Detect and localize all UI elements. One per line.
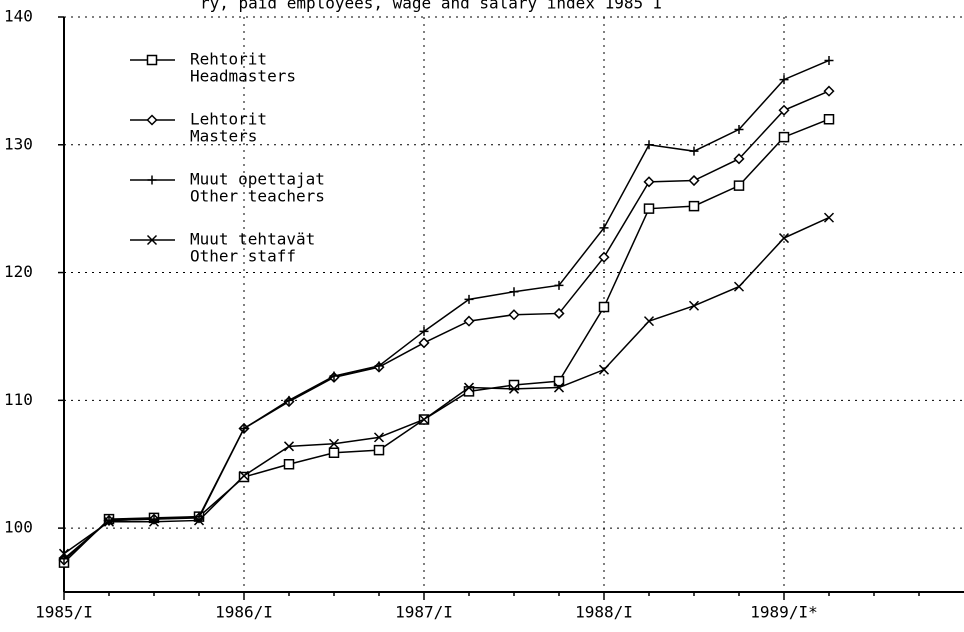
marker bbox=[508, 309, 520, 321]
marker bbox=[418, 337, 430, 349]
marker bbox=[824, 55, 834, 65]
marker bbox=[146, 114, 158, 126]
series-line bbox=[63, 90, 830, 561]
marker bbox=[329, 371, 339, 381]
marker bbox=[689, 146, 699, 156]
marker bbox=[598, 301, 610, 313]
marker bbox=[374, 361, 384, 371]
marker bbox=[283, 458, 295, 470]
marker bbox=[823, 85, 835, 97]
marker bbox=[778, 104, 790, 116]
marker bbox=[778, 233, 790, 244]
marker bbox=[779, 75, 789, 85]
marker bbox=[146, 234, 158, 246]
legend-label: Rehtorit bbox=[190, 50, 267, 69]
marker bbox=[509, 287, 519, 297]
x-tick-label: 1986/I bbox=[215, 603, 273, 622]
marker bbox=[328, 438, 340, 449]
marker bbox=[238, 470, 250, 481]
chart-title: ry, paid employees, wage and salary inde… bbox=[200, 0, 662, 13]
marker bbox=[104, 515, 114, 525]
marker bbox=[643, 203, 655, 214]
marker bbox=[59, 554, 69, 564]
marker bbox=[146, 54, 158, 66]
marker bbox=[688, 200, 700, 212]
y-tick-label: 120 bbox=[4, 262, 33, 281]
legend-label: Other teachers bbox=[190, 187, 325, 206]
marker bbox=[148, 516, 160, 527]
x-tick-label: 1989/I* bbox=[750, 603, 817, 622]
y-tick-label: 130 bbox=[4, 134, 33, 153]
legend-label: Masters bbox=[190, 127, 257, 146]
marker bbox=[553, 382, 565, 393]
marker bbox=[733, 281, 745, 292]
y-tick-label: 100 bbox=[4, 518, 33, 537]
marker bbox=[328, 447, 340, 458]
legend-label: Muut opettajat bbox=[190, 170, 325, 189]
marker bbox=[419, 326, 429, 336]
legend-label: Headmasters bbox=[190, 67, 296, 86]
marker bbox=[553, 307, 565, 320]
series-line bbox=[63, 118, 830, 564]
marker bbox=[239, 423, 249, 433]
marker bbox=[418, 414, 430, 425]
marker bbox=[58, 548, 70, 559]
marker bbox=[778, 131, 790, 143]
marker bbox=[734, 124, 744, 134]
marker bbox=[103, 516, 115, 527]
legend-label: Muut tehtavät bbox=[190, 230, 315, 249]
marker bbox=[283, 441, 295, 452]
marker bbox=[823, 113, 835, 125]
marker bbox=[688, 174, 700, 187]
marker bbox=[598, 364, 610, 375]
x-tick-label: 1987/I bbox=[395, 603, 453, 622]
marker bbox=[823, 212, 835, 223]
y-tick-label: 110 bbox=[4, 390, 33, 409]
x-tick-label: 1985/I bbox=[35, 603, 93, 622]
marker bbox=[599, 223, 609, 233]
marker bbox=[508, 383, 520, 394]
y-tick-label: 140 bbox=[4, 7, 33, 26]
marker bbox=[733, 180, 745, 191]
marker bbox=[688, 300, 700, 311]
marker bbox=[643, 316, 655, 327]
marker bbox=[644, 140, 654, 150]
marker bbox=[463, 382, 475, 393]
marker bbox=[147, 175, 157, 185]
marker bbox=[598, 251, 610, 263]
marker bbox=[373, 432, 385, 443]
series-line bbox=[63, 216, 830, 555]
marker bbox=[193, 515, 205, 526]
marker bbox=[464, 294, 474, 304]
marker bbox=[463, 315, 475, 327]
marker bbox=[284, 395, 294, 405]
marker bbox=[373, 444, 385, 456]
marker bbox=[643, 176, 655, 188]
marker bbox=[733, 153, 745, 165]
marker bbox=[554, 280, 564, 290]
x-tick-label: 1988/I bbox=[575, 603, 633, 622]
legend-label: Other staff bbox=[190, 247, 296, 266]
legend-label: Lehtorit bbox=[190, 110, 267, 129]
series-line bbox=[63, 59, 830, 560]
